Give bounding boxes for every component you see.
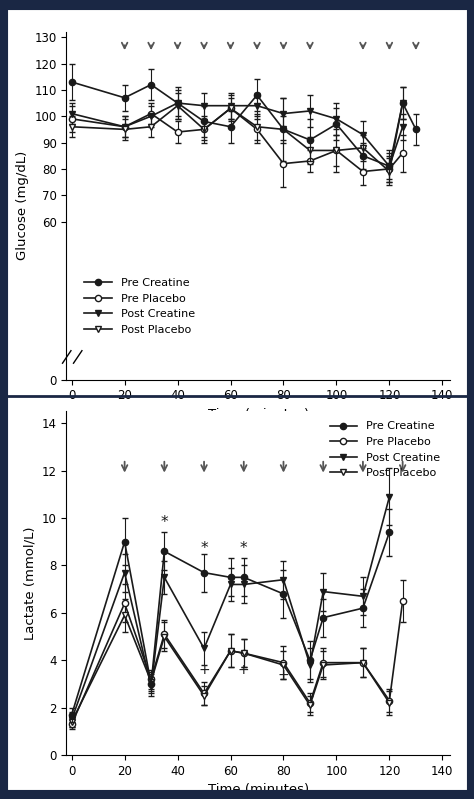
Legend: Pre Creatine, Pre Placebo, Post Creatine, Post Placebo: Pre Creatine, Pre Placebo, Post Creatine… (325, 417, 445, 483)
Text: *: * (200, 541, 208, 556)
Y-axis label: Glucose (mg/dL): Glucose (mg/dL) (16, 151, 29, 260)
Legend: Pre Creatine, Pre Placebo, Post Creatine, Post Placebo: Pre Creatine, Pre Placebo, Post Creatine… (80, 273, 199, 340)
X-axis label: Time (minutes): Time (minutes) (208, 783, 309, 797)
Text: *: * (161, 515, 168, 530)
Y-axis label: Lactate (mmol/L): Lactate (mmol/L) (23, 527, 36, 640)
Text: +: + (198, 663, 210, 677)
Text: +: + (278, 668, 289, 682)
X-axis label: Time (minutes): Time (minutes) (208, 407, 309, 421)
Text: *: * (240, 541, 247, 556)
Text: +: + (238, 663, 250, 677)
